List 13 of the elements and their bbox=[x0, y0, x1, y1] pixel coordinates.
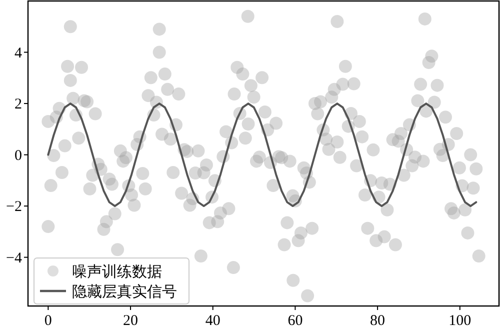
y-tick-label: 2 bbox=[14, 96, 22, 113]
y-tick-label: 0 bbox=[14, 148, 22, 164]
y-tick-label: −2 bbox=[6, 199, 22, 216]
y-tick-label: −4 bbox=[6, 250, 22, 266]
x-tick-label: 80 bbox=[370, 313, 386, 329]
legend-label: 隐藏层真实信号 bbox=[72, 284, 177, 300]
x-tick-label: 100 bbox=[448, 313, 472, 329]
x-tick-label: 40 bbox=[205, 313, 220, 329]
y-tick-label: 4 bbox=[14, 45, 22, 62]
x-tick-label: 20 bbox=[123, 313, 138, 329]
x-tick-label: 60 bbox=[288, 313, 303, 329]
x-tick-label: 0 bbox=[44, 313, 52, 329]
legend-label: 噪声训练数据 bbox=[72, 264, 162, 280]
